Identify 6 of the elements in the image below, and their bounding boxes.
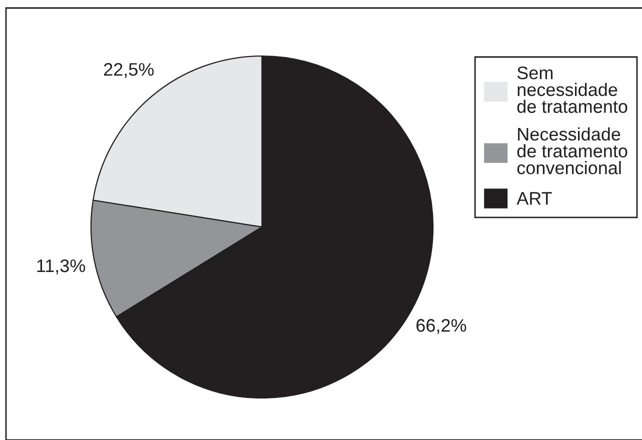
data-label: 66,2%	[416, 319, 466, 334]
legend-label: ART	[516, 192, 552, 205]
legend-label: Sem necessidade de tratamento	[517, 66, 628, 113]
legend-label: Necessidade de tratamento convencional	[517, 127, 628, 174]
data-label: 11,3%	[37, 259, 86, 274]
data-label: 22,5%	[104, 63, 154, 78]
